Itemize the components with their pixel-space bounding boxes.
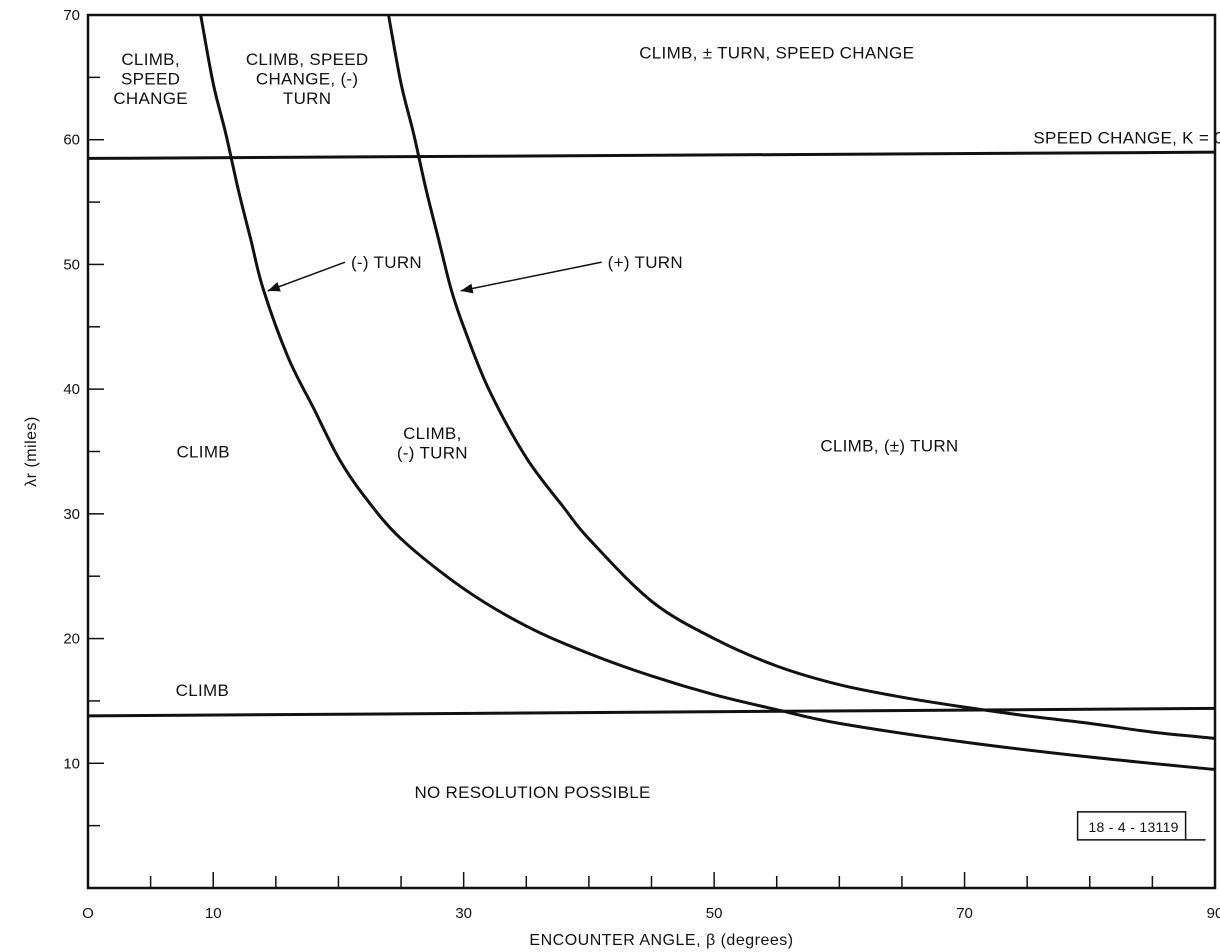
annotation-label: (-) TURN [351, 253, 422, 272]
y-tick-label: 30 [63, 506, 80, 523]
region-label-line: CLIMB, ± TURN, SPEED CHANGE [639, 44, 914, 63]
x-tick-label: 10 [205, 905, 222, 922]
plus-turn-curve [387, 14, 1216, 740]
annotation-arrow-line [267, 261, 346, 292]
x-tick-label: 90 [1207, 905, 1220, 922]
axes: O 10 30 50 70 90 10 20 30 40 50 60 70 [63, 7, 1220, 922]
x-axis-label: ENCOUNTER ANGLE, β (degrees) [529, 932, 793, 949]
y-tick-label: 70 [63, 7, 80, 24]
y-tick-label: 40 [63, 381, 80, 398]
region-label: CLIMB, (-) TURN [397, 424, 468, 463]
region-label: CLIMB, ± TURN, SPEED CHANGE [639, 44, 914, 63]
region-label: CLIMB, (±) TURN [820, 437, 958, 456]
region-label-line: CHANGE, (-) [256, 69, 358, 88]
region-label-line: CLIMB, SPEED [246, 50, 369, 69]
y-tick-label: 60 [63, 132, 80, 149]
region-label-line: SPEED [121, 69, 180, 88]
region-label-line: CLIMB [176, 443, 229, 462]
region-label-line: CLIMB, (±) TURN [820, 437, 958, 456]
series-lines [87, 14, 1216, 772]
region-label-line: NO RESOLUTION POSSIBLE [414, 783, 650, 802]
region-label-line: CLIMB, [403, 424, 461, 443]
minus-turn-curve [199, 14, 1216, 772]
x-tick-label: O [82, 905, 94, 922]
annotation-arrow-line [460, 261, 602, 292]
annotation-arrow-head [267, 281, 281, 292]
annotation-label: SPEED CHANGE, K = 0.1 [1033, 128, 1220, 147]
region-label-line: TURN [283, 89, 331, 108]
x-tick-label: 50 [706, 905, 723, 922]
y-tick-label: 50 [63, 256, 80, 273]
region-label-line: CLIMB, [121, 50, 179, 69]
y-tick-label: 20 [63, 631, 80, 648]
region-label: CLIMB, SPEED CHANGE, (-) TURN [246, 50, 369, 108]
region-label-line: CHANGE [113, 89, 188, 108]
annotation-label: (+) TURN [608, 253, 683, 272]
speed-change-line [87, 150, 1216, 160]
region-label-line: (-) TURN [397, 444, 468, 463]
x-tick-label: 30 [455, 905, 472, 922]
region-label: NO RESOLUTION POSSIBLE [414, 783, 650, 802]
region-label: CLIMB, SPEED CHANGE [113, 50, 188, 108]
annotation-arrow-head [460, 283, 474, 294]
annotation-label: CLIMB [176, 681, 229, 700]
region-label: CLIMB [176, 443, 229, 462]
x-tick-label: 70 [956, 905, 973, 922]
y-tick-label: 10 [63, 755, 80, 772]
annotations: (-) TURN (+) TURN SPEED CHANGE, K = 0.1 CLI… [176, 128, 1220, 841]
figure-id-label: 18 - 4 - 13119 [1088, 819, 1178, 835]
y-axis-label: λr (miles) [23, 416, 40, 487]
climb-line [87, 706, 1216, 718]
